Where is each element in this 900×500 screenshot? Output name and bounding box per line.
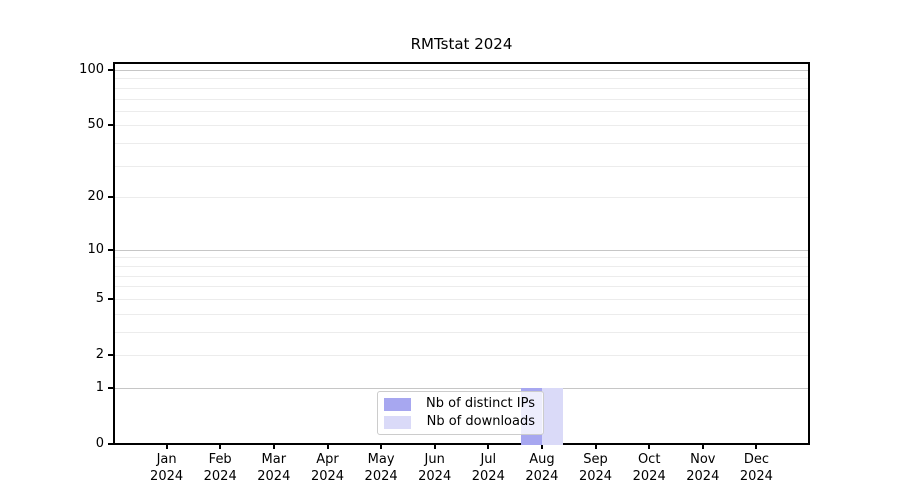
x-tick-month: Feb [208,452,232,467]
y-tick-label: 1 [95,379,104,395]
y-tick-mark [108,297,113,300]
x-tick-mark [165,445,168,449]
x-tick-month: Jan [156,452,177,467]
x-tick-label: Feb 2024 [188,451,252,485]
y-tick-label: 10 [87,241,104,257]
y-tick-mark [108,354,113,356]
x-tick-year: 2024 [632,469,666,484]
gridline-minor [115,355,808,356]
x-tick-mark [540,445,543,449]
x-tick-month: Mar [261,452,287,467]
y-tick-mark [108,443,113,445]
y-tick-label: 50 [87,117,104,133]
gridline-minor [115,197,808,199]
x-tick-label: Jun 2024 [403,451,467,485]
gridline-minor [115,286,808,288]
y-tick-label: 2 [95,347,104,362]
x-tick-month: Apr [316,452,339,467]
y-tick-mark [108,124,113,127]
gridline-minor [115,331,808,333]
x-tick-label: Mar 2024 [242,451,306,485]
y-tick-mark [108,69,113,71]
x-tick-year: 2024 [525,469,559,484]
y-tick-label: 100 [79,62,104,77]
x-tick-year: 2024 [418,469,452,484]
x-tick-month: Aug [529,452,555,467]
x-tick-month: Dec [743,452,769,467]
legend-entry-downloads: Nb of downloads [384,415,535,429]
x-tick-label: Jul 2024 [456,451,520,485]
plot-area [113,62,810,445]
gridline-major [115,249,808,251]
y-tick-label: 5 [95,290,104,306]
gridline-major [115,387,808,389]
x-tick-year: 2024 [203,469,237,484]
x-tick-year: 2024 [310,469,345,484]
gridline-minor [115,98,808,100]
x-tick-label: May 2024 [349,451,413,485]
gridline-minor [115,265,808,267]
x-tick-month: Nov [690,452,716,467]
y-tick-label: 0 [95,436,104,451]
x-tick-label: Jan 2024 [135,451,199,485]
x-tick-label: Dec 2024 [724,451,788,485]
x-tick-mark [701,445,704,449]
gridline-major [115,70,808,71]
gridline-minor [115,313,808,315]
gridline-minor [115,257,808,259]
x-tick-label: Apr 2024 [296,451,360,485]
x-tick-mark [755,445,758,449]
y-tick-mark [108,248,113,251]
x-tick-year: 2024 [150,469,184,484]
legend-swatch-downloads-icon [384,415,411,429]
legend-label-distinct-ips: Nb of distinct IPs [426,396,535,411]
gridline-minor [115,298,808,300]
x-tick-mark [380,445,383,449]
gridline-minor [115,143,808,145]
legend-entry-distinct-ips: Nb of distinct IPs [384,397,535,411]
x-tick-mark [272,445,275,449]
x-tick-year: 2024 [686,469,720,484]
x-tick-mark [594,445,597,449]
x-tick-mark [487,445,490,449]
x-tick-year: 2024 [364,469,398,484]
x-tick-year: 2024 [257,469,291,484]
x-tick-mark [433,445,436,449]
x-tick-year: 2024 [578,469,613,484]
x-tick-year: 2024 [739,469,773,484]
legend-swatch-distinct-ips-icon [384,397,411,411]
bar-downloads [541,387,563,445]
gridline-minor [115,78,808,80]
chart-title: RMTstat 2024 [410,35,513,53]
gridline-minor [115,87,808,89]
gridline-minor [115,275,808,277]
x-tick-month: Sep [583,452,608,467]
x-tick-label: Oct 2024 [617,451,681,485]
y-tick-mark [108,386,113,389]
x-tick-label: Nov 2024 [671,451,735,485]
y-tick-label: 20 [87,189,104,205]
gridline-minor [115,165,808,167]
x-tick-month: Oct [637,452,661,467]
x-tick-label: Aug 2024 [510,451,574,485]
x-tick-month: May [367,452,395,467]
y-tick-mark [108,196,113,199]
x-tick-month: Jul [480,452,497,467]
x-tick-month: Jun [424,452,445,467]
x-tick-label: Sep 2024 [564,451,628,485]
gridline-minor [115,110,808,112]
legend-label-downloads: Nb of downloads [426,414,535,429]
x-tick-year: 2024 [471,469,505,484]
gridline-minor [115,125,808,127]
x-tick-mark [219,445,222,449]
legend: Nb of distinct IPs Nb of downloads [377,391,544,435]
x-tick-mark [326,445,329,449]
x-tick-mark [648,445,651,449]
